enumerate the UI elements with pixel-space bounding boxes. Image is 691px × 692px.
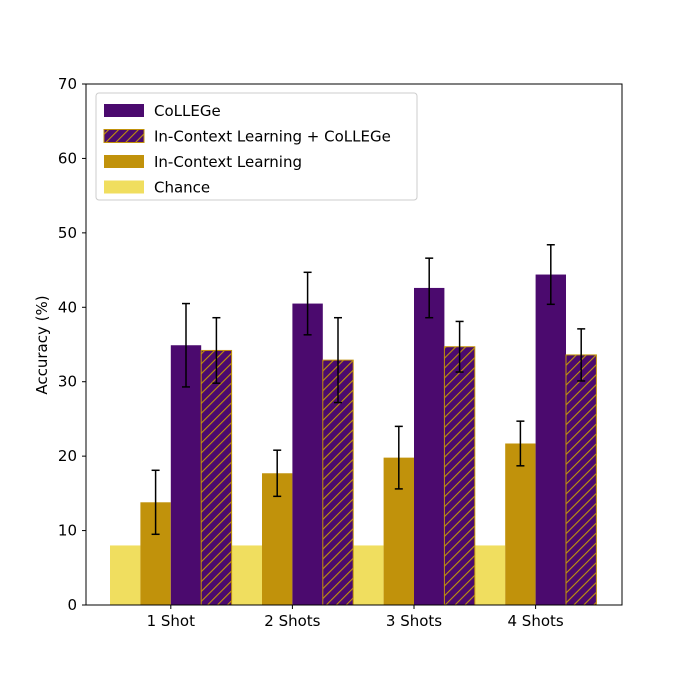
y-tick-label: 60 <box>58 149 77 167</box>
y-tick-label: 0 <box>67 596 77 614</box>
bar-in-context-learning-college-4-shots <box>565 354 597 606</box>
bar-college-4-shots <box>535 274 566 605</box>
y-tick-label: 40 <box>58 298 77 316</box>
legend-label-college: CoLLEGe <box>154 102 221 120</box>
legend-label-in-context-learning-college: In-Context Learning + CoLLEGe <box>154 128 391 146</box>
error-bar-college-1-shot <box>182 302 190 388</box>
y-tick-label: 50 <box>58 224 77 242</box>
legend-swatch-in-context-learning-college <box>103 129 145 143</box>
error-bar-in-context-learning-college-4-shots <box>577 328 586 382</box>
x-tick-label: 4 Shots <box>507 612 563 630</box>
bar-chance-2-shots <box>231 545 262 605</box>
bar-chance-1-shot <box>110 545 141 605</box>
bar-chance-3-shots <box>353 545 384 605</box>
legend-swatch-chance <box>104 180 144 194</box>
error-bar-in-context-learning-college-3-shots <box>455 320 464 373</box>
error-bar-in-context-learning-2-shots <box>273 449 282 498</box>
y-tick-label: 10 <box>58 522 77 540</box>
bar-in-context-learning-college-1-shot <box>200 349 233 606</box>
x-axis: 1 Shot 2 Shots 3 Shots 4 Shots <box>147 605 564 630</box>
x-tick-label: 2 Shots <box>264 612 320 630</box>
x-tick-label: 3 Shots <box>386 612 442 630</box>
x-tick-label: 1 Shot <box>147 612 196 630</box>
legend-label-in-context-learning: In-Context Learning <box>154 153 302 171</box>
legend-label-chance: Chance <box>154 179 210 197</box>
error-bar-in-context-learning-college-1-shot <box>212 316 221 384</box>
error-bar-college-2-shots <box>303 271 312 336</box>
legend-frame <box>95 92 418 201</box>
error-bar-in-context-learning-1-shot <box>151 469 160 536</box>
y-tick-label: 70 <box>58 75 77 93</box>
error-bar-in-context-learning-college-2-shots <box>334 316 342 404</box>
y-tick-label: 30 <box>58 373 77 391</box>
legend-swatch-in-context-learning <box>104 155 144 168</box>
bar-college-3-shots <box>414 287 445 605</box>
bars-layer <box>110 274 597 606</box>
y-axis: 0 10 20 30 40 50 60 70 <box>58 75 86 614</box>
y-axis-label: Accuracy (%) <box>33 295 51 394</box>
error-bar-college-3-shots <box>425 257 434 319</box>
error-bar-college-4-shots <box>546 244 555 306</box>
legend: CoLLEGe In-Context Learning + CoLLEGe In-C… <box>95 92 418 201</box>
error-bars-layer <box>151 244 586 536</box>
bar-college-2-shots <box>292 303 323 605</box>
error-bar-in-context-learning-4-shots <box>516 420 525 467</box>
bar-college-1-shot <box>170 345 202 605</box>
bar-in-context-learning-college-3-shots <box>443 346 476 606</box>
plot-frame <box>85 83 623 606</box>
y-tick-label: 20 <box>58 447 77 465</box>
error-bar-in-context-learning-3-shots <box>394 425 403 490</box>
bar-in-context-learning-4-shots <box>505 443 536 605</box>
legend-swatch-college <box>104 104 144 117</box>
bar-chance-4-shots <box>474 545 506 605</box>
